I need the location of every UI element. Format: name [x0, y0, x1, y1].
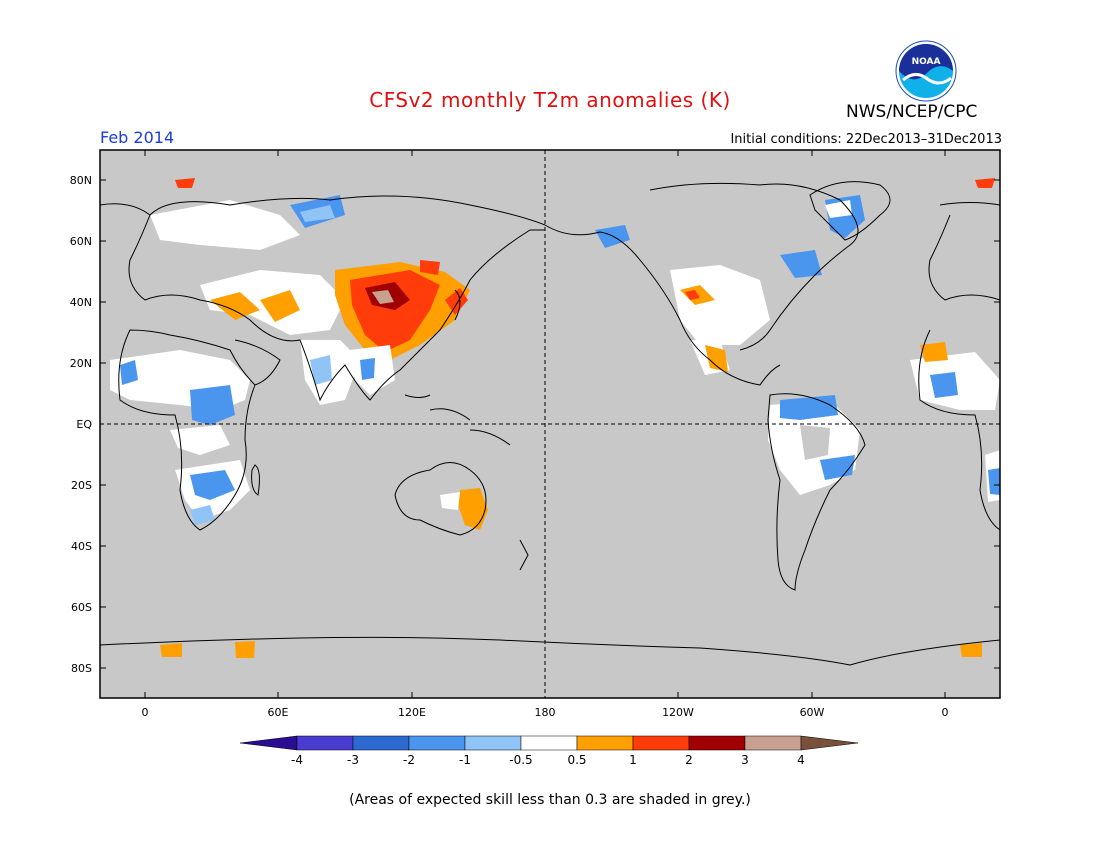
colorbar-label: 2: [685, 753, 693, 767]
colorbar-segment: [744, 735, 802, 751]
colorbar-label: -0.5: [509, 753, 533, 767]
colorbar: [239, 735, 859, 751]
lat-label-60n: 60N: [69, 235, 92, 248]
lon-label-180: 180: [534, 706, 556, 719]
lon-label-120w: 120W: [662, 706, 694, 719]
lon-label-60e: 60E: [267, 706, 289, 719]
colorbar-label: -2: [403, 753, 415, 767]
lat-label-20n: 20N: [69, 357, 92, 370]
lon-label-120e: 120E: [398, 706, 426, 719]
colorbar-label: 0.5: [567, 753, 587, 767]
noaa-logo: NOAA: [895, 40, 957, 102]
lat-label-40s: 40S: [71, 540, 92, 553]
colorbar-segment: [408, 735, 466, 751]
colorbar-label: 4: [797, 753, 805, 767]
colorbar-segment: [632, 735, 690, 751]
lat-label-60s: 60S: [71, 601, 92, 614]
colorbar-label: 1: [629, 753, 637, 767]
lat-label-20s: 20S: [71, 479, 92, 492]
colorbar-segment: [688, 735, 746, 751]
initial-conditions: Initial conditions: 22Dec2013–31Dec2013: [730, 132, 1002, 147]
lat-label-40n: 40N: [69, 296, 92, 309]
coastlines: [99, 181, 1001, 666]
lon-label-0-right: 0: [941, 706, 949, 719]
colorbar-segment: [352, 735, 410, 751]
lat-ticks: [100, 179, 1000, 669]
colorbar-label: -4: [291, 753, 303, 767]
colorbar-segment: [464, 735, 522, 751]
forecast-period: Feb 2014: [100, 128, 175, 147]
colorbar-label: -1: [459, 753, 471, 767]
colorbar-segment: [576, 735, 634, 751]
colorbar-arrow-left: [239, 735, 298, 751]
lon-label-60w: 60W: [799, 706, 825, 719]
anomaly-patches: [110, 178, 1000, 658]
colorbar-label: -3: [347, 753, 359, 767]
colorbar-arrow-right: [800, 735, 859, 751]
agency-label: NWS/NCEP/CPC: [846, 102, 978, 122]
lon-ticks: [144, 150, 946, 698]
noaa-logo-text: NOAA: [912, 57, 941, 67]
map-title: CFSv2 monthly T2m anomalies (K): [369, 88, 731, 112]
skill-footnote: (Areas of expected skill less than 0.3 a…: [349, 792, 751, 808]
lon-label-0: 0: [141, 706, 149, 719]
map-frame: [99, 149, 1001, 699]
colorbar-segment: [520, 735, 578, 751]
lat-label-80n: 80N: [69, 174, 92, 187]
lat-label-eq: EQ: [76, 418, 92, 431]
colorbar-label: 3: [741, 753, 749, 767]
lat-label-80s: 80S: [71, 662, 92, 675]
colorbar-segment: [296, 735, 354, 751]
